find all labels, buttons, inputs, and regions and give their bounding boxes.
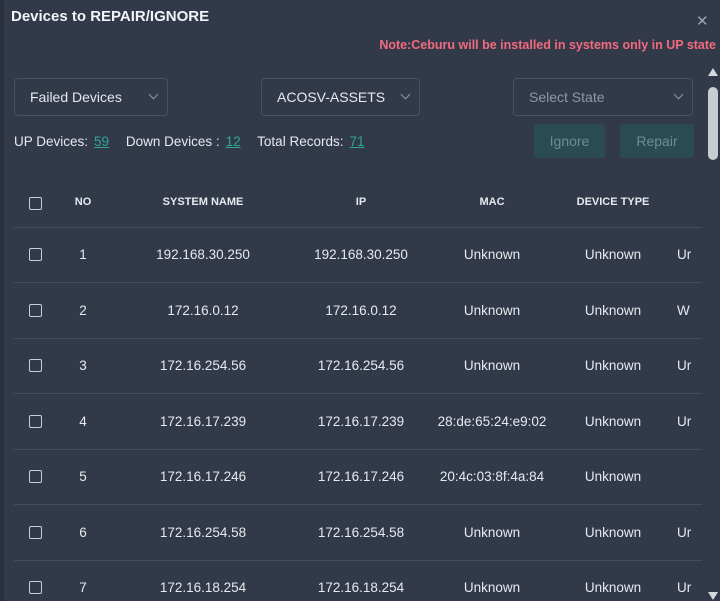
device-filter-value: Failed Devices	[30, 89, 122, 105]
cell-ip: 172.16.0.12	[325, 302, 397, 318]
up-devices-label: UP Devices:	[14, 134, 89, 149]
cell-system-name: 172.16.254.58	[159, 524, 247, 540]
cell-device-type: Unknown	[584, 413, 642, 429]
cell-no: 4	[79, 413, 87, 429]
cell-no: 6	[79, 524, 87, 540]
cell-system-name: 172.16.17.246	[159, 469, 247, 484]
asset-group-select[interactable]: ACOSV-ASSETS	[261, 78, 420, 116]
table-row[interactable]: 6 172.16.254.58 172.16.254.58 Unknown Unknow…	[14, 505, 702, 561]
header-mac: MAC	[479, 196, 505, 208]
scroll-thumb[interactable]	[708, 87, 718, 160]
dialog-edge	[0, 0, 4, 601]
table-row[interactable]: 3 172.16.254.56 172.16.254.56 Unknown Unknow…	[14, 338, 702, 394]
row-checkbox[interactable]	[29, 414, 42, 428]
state-placeholder: Select State	[529, 89, 605, 105]
row-checkbox[interactable]	[29, 581, 42, 594]
cell-overflow: Ur	[677, 358, 692, 373]
cell-system-name: 172.16.18.254	[159, 580, 247, 595]
cell-mac: Unknown	[463, 580, 521, 595]
cell-device-type: Unknown	[584, 247, 642, 262]
up-devices-link[interactable]: 59	[94, 134, 110, 149]
scrollbar[interactable]	[704, 64, 720, 601]
asset-group-value: ACOSV-ASSETS	[277, 89, 386, 105]
close-icon[interactable]: ✕	[696, 13, 709, 30]
row-checkbox[interactable]	[29, 525, 42, 539]
header-system-name: SYSTEM NAME	[162, 196, 244, 208]
cell-overflow: Ur	[677, 247, 692, 262]
cell-ip: 192.168.30.250	[314, 247, 408, 262]
cell-mac: 28:de:65:24:e9:02	[437, 413, 547, 429]
table-row[interactable]: 4 172.16.17.239 172.16.17.239 28:de:65:24:e…	[14, 394, 702, 450]
cell-no: 7	[79, 580, 87, 595]
row-checkbox[interactable]	[29, 248, 42, 261]
row-checkbox[interactable]	[29, 359, 42, 372]
cell-system-name: 172.16.254.56	[159, 358, 247, 373]
cell-ip: 172.16.254.58	[317, 524, 405, 540]
table-row[interactable]: 1 192.168.30.250 192.168.30.250 Unknown Unkn…	[14, 227, 702, 283]
cell-ip: 172.16.254.56	[317, 358, 405, 373]
cell-mac: Unknown	[463, 247, 521, 262]
cell-overflow: Ur	[677, 580, 692, 595]
dialog-title: Devices to REPAIR/IGNORE	[11, 8, 210, 25]
cell-ip: 172.16.17.246	[317, 469, 405, 484]
cell-ip: 172.16.18.254	[317, 580, 405, 595]
total-records-link[interactable]: 71	[349, 134, 365, 149]
table-header: NO SYSTEM NAME IP MAC DEVICE TYPE	[14, 177, 702, 228]
cell-device-type: Unknown	[584, 469, 642, 484]
chevron-down-icon	[673, 89, 684, 100]
row-checkbox[interactable]	[29, 470, 42, 483]
cell-overflow: Ur	[677, 524, 692, 540]
cell-mac: Unknown	[463, 302, 521, 318]
cell-mac: Unknown	[463, 358, 521, 373]
down-devices-label: Down Devices :	[125, 134, 220, 149]
total-records-label: Total Records:	[257, 134, 344, 149]
table-row[interactable]: 2 172.16.0.12 172.16.0.12 Unknown Unknown W	[14, 283, 702, 339]
cell-no: 3	[79, 358, 87, 373]
cell-system-name: 172.16.0.12	[167, 302, 239, 318]
cell-mac: 20:4c:03:8f:4a:84	[439, 469, 545, 484]
scroll-down-icon[interactable]	[708, 592, 718, 600]
table-row[interactable]: 5 172.16.17.246 172.16.17.246 20:4c:03:8f:4…	[14, 449, 702, 505]
cell-system-name: 192.168.30.250	[156, 247, 250, 262]
cell-device-type: Unknown	[584, 302, 642, 318]
down-devices-link[interactable]: 12	[225, 134, 241, 149]
repair-button[interactable]: Repair	[620, 124, 694, 158]
scroll-up-icon[interactable]	[708, 68, 718, 76]
cell-overflow: Ur	[677, 413, 692, 429]
header-ip: IP	[355, 196, 367, 208]
cell-device-type: Unknown	[584, 524, 642, 540]
ignore-button[interactable]: Ignore	[534, 124, 605, 158]
header-no: NO	[74, 196, 92, 208]
cell-no: 1	[79, 247, 87, 262]
device-filter-select[interactable]: Failed Devices	[14, 78, 168, 116]
cell-ip: 172.16.17.239	[317, 413, 405, 429]
cell-system-name: 172.16.17.239	[159, 413, 247, 429]
select-all-checkbox[interactable]	[29, 197, 42, 210]
device-counts: UP Devices: 59 Down Devices : 12 Total Rec…	[14, 134, 378, 149]
header-device-type: DEVICE TYPE	[576, 196, 650, 208]
install-note: Note:Ceburu will be installed in systems…	[379, 38, 716, 52]
cell-device-type: Unknown	[584, 580, 642, 595]
chevron-down-icon	[400, 89, 411, 100]
chevron-down-icon	[148, 89, 159, 100]
cell-overflow	[677, 449, 701, 504]
row-checkbox[interactable]	[29, 303, 42, 317]
cell-overflow: W	[677, 302, 690, 318]
table-row[interactable]: 7 172.16.18.254 172.16.18.254 Unknown Unknow…	[14, 560, 702, 601]
cell-device-type: Unknown	[584, 358, 642, 373]
cell-no: 2	[79, 302, 87, 318]
cell-no: 5	[79, 469, 87, 484]
cell-mac: Unknown	[463, 524, 521, 540]
state-select[interactable]: Select State	[513, 78, 693, 116]
